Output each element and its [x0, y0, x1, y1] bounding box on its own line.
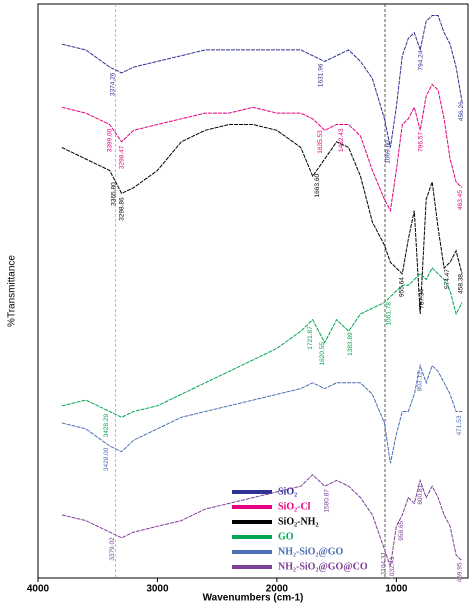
x-tick-label: 2000: [266, 584, 289, 595]
peak-label: 3399.00: [107, 128, 114, 152]
peak-label: 1620.55: [319, 342, 326, 366]
peak-label: 1721.87: [307, 326, 314, 350]
legend-label: NH₂-SiO₂@GO@CO: [278, 561, 368, 572]
peak-label: 3374.26: [109, 72, 116, 96]
peak-label: 1069.60: [385, 140, 392, 164]
legend-label: GO: [278, 531, 294, 542]
peak-label: 458.38: [458, 274, 465, 294]
y-axis-label: %Transmittance: [7, 255, 18, 327]
peak-label: 463.45: [457, 190, 464, 210]
peak-label: 3298.86: [118, 197, 125, 221]
peak-label: 955.64: [398, 277, 405, 297]
legend-label: NH₂-SiO₂@GO: [278, 546, 344, 557]
peak-label: 1462.43: [338, 128, 345, 152]
peak-label: 1061.78: [386, 302, 393, 326]
peak-label: 794.24: [418, 50, 425, 70]
spectrum-line: [61, 474, 463, 567]
peak-label: 1104.31: [381, 551, 388, 574]
peak-label: 1580.87: [324, 489, 331, 513]
legend-label: SiO₂-Cl: [278, 501, 311, 512]
peak-label: 456.26: [458, 101, 465, 121]
peak-label: 958.65: [398, 520, 405, 540]
x-tick-label: 1000: [385, 584, 408, 595]
legend-label: SiO₂: [278, 486, 297, 497]
peak-label: 800.81: [417, 484, 424, 504]
peak-label: 469.95: [456, 562, 463, 582]
peak-label: 1631.96: [318, 63, 325, 87]
peak-label: 3428.00: [103, 447, 110, 471]
peak-label: 803.12: [417, 371, 424, 391]
spectrum-line: [61, 15, 463, 148]
spectrum-line: [61, 267, 463, 418]
legend-label: SiO₂-NH₂: [278, 516, 318, 527]
x-tick-label: 3000: [146, 584, 169, 595]
plot-frame: [37, 3, 469, 579]
x-tick-label: 4000: [27, 584, 50, 595]
peak-label: 1383.89: [347, 332, 354, 356]
peak-label: 1635.53: [317, 130, 324, 154]
peak-label: 1032.41: [389, 556, 396, 580]
peak-label: 787.34: [418, 289, 425, 309]
peak-label: 3428.29: [103, 414, 110, 438]
x-axis-label: Wavenumbers (cm-1): [203, 593, 304, 604]
peak-label: 796.57: [417, 132, 424, 152]
spectrum-line: [61, 83, 463, 213]
spectrum-line: [61, 124, 463, 315]
peak-label: 3379.02: [109, 537, 116, 561]
peak-label: 1663.60: [314, 174, 321, 198]
peak-label: 3298.47: [119, 145, 126, 169]
peak-label: 3365.80: [110, 182, 117, 206]
spectrum-line: [61, 363, 462, 464]
peak-label: 574.47: [444, 269, 451, 289]
peak-label: 471.53: [456, 415, 463, 435]
